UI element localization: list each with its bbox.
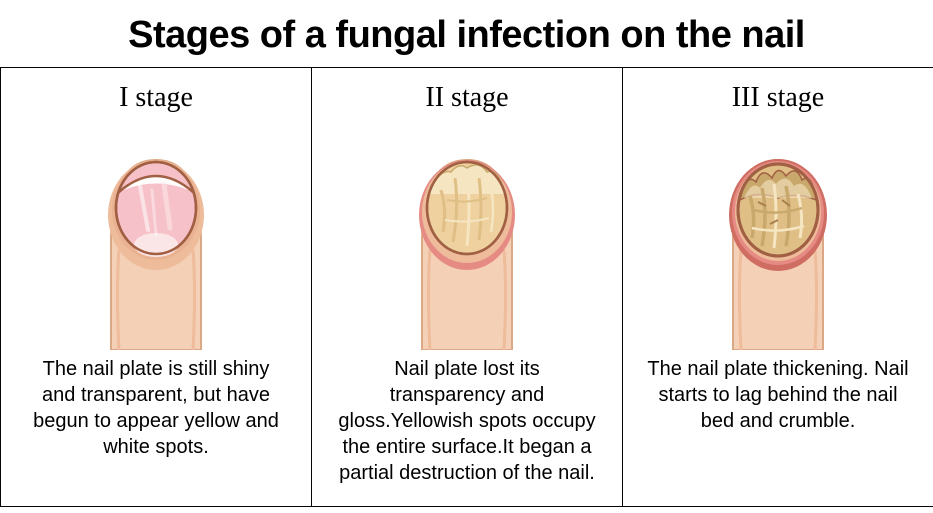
page-title: Stages of a fungal infection on the nail — [0, 0, 933, 67]
stage-description: The nail plate is still shiny and transp… — [19, 350, 293, 460]
nail-illustration-stage3 — [678, 120, 878, 350]
nail-illustration-stage1 — [56, 120, 256, 350]
stage-label: III stage — [732, 82, 825, 114]
stage-label: II stage — [425, 82, 508, 114]
stage-description: The nail plate thickening. Nail starts t… — [641, 350, 915, 434]
stage-description: Nail plate lost its transparency and glo… — [330, 350, 604, 486]
stage-panel-3: III stage — [623, 68, 933, 506]
nail-illustration-stage2 — [367, 120, 567, 350]
stage-label: I stage — [119, 82, 193, 114]
stage-panels: I stage — [0, 67, 933, 507]
stage-panel-2: II stage — [312, 68, 623, 506]
stage-panel-1: I stage — [0, 68, 312, 506]
